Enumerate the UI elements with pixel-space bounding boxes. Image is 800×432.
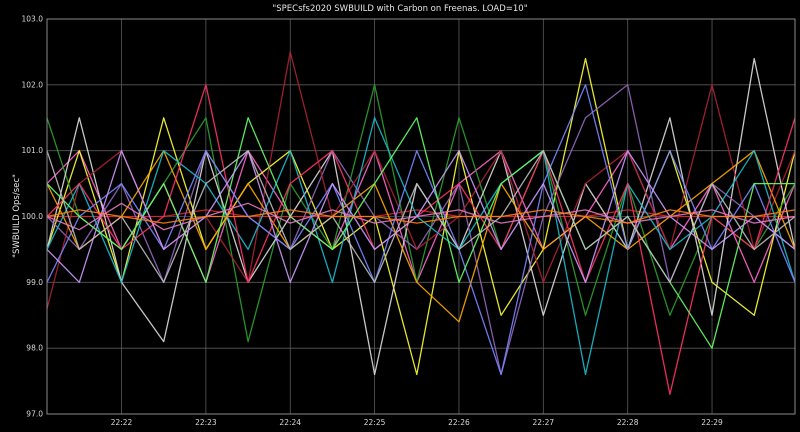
y-tick-label: 97.0 [26,410,43,419]
y-tick-label: 103.0 [22,15,44,24]
x-tick-label: 22:25 [364,418,386,427]
y-tick-label: 99.0 [26,278,43,287]
x-tick-label: 22:24 [279,418,301,427]
series-layer [46,51,796,395]
y-axis-label: "SWBUILD Ops/sec" [12,174,22,258]
x-tick-label: 22:23 [195,418,217,427]
plot-frame [46,18,796,415]
x-tick-label: 22:27 [533,418,555,427]
series-line-14 [46,202,796,231]
x-tick-label: 22:26 [448,418,470,427]
y-tick-label: 98.0 [26,344,43,353]
chart-title: "SPECsfs2020 SWBUILD with Carbon on Free… [272,4,527,14]
x-tick-label: 22:22 [111,418,133,427]
x-tick-label: 22:28 [617,418,639,427]
y-tick-label: 100.0 [22,212,44,221]
series-line-16 [46,209,796,224]
axes: 97.0 98.0 99.0 100.0 101.0 102.0 103.0 22:22 22:… [22,15,796,427]
y-tick-label: 102.0 [22,80,44,89]
series-line-15 [46,150,796,283]
x-tick-label: 22:29 [701,418,723,427]
y-tick-label: 101.0 [22,146,44,155]
